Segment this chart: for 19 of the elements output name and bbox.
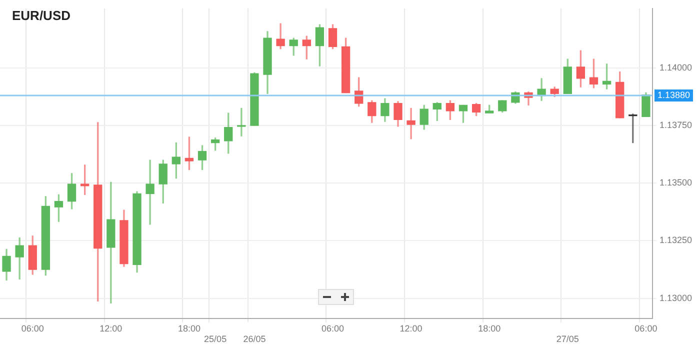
x-tick-label: 27/05: [556, 334, 579, 344]
y-tick-label: 1.13500: [659, 178, 692, 188]
x-tick-label: 06:00: [321, 323, 344, 334]
y-tick-label: 1.14000: [659, 62, 692, 72]
candlestick: [406, 108, 416, 140]
x-tick-label: 18:00: [178, 323, 200, 334]
x-tick-label: 26/05: [243, 334, 266, 344]
x-tick-label: 06:00: [634, 323, 658, 334]
y-tick-label: 1.13250: [659, 235, 692, 246]
x-tick-label: 25/05: [204, 334, 227, 344]
chart-title: EUR/USD: [12, 8, 71, 23]
y-tick-label: 1.13000: [659, 292, 692, 303]
x-tick-label: 12:00: [100, 323, 122, 334]
x-tick-label: 12:00: [400, 323, 422, 334]
x-tick-label: 06:00: [21, 323, 44, 334]
x-tick-label: 18:00: [478, 323, 501, 334]
ref-line-label: 1.13880: [657, 90, 690, 100]
candlestick: [146, 160, 154, 225]
y-tick-label: 1.13750: [659, 120, 692, 130]
